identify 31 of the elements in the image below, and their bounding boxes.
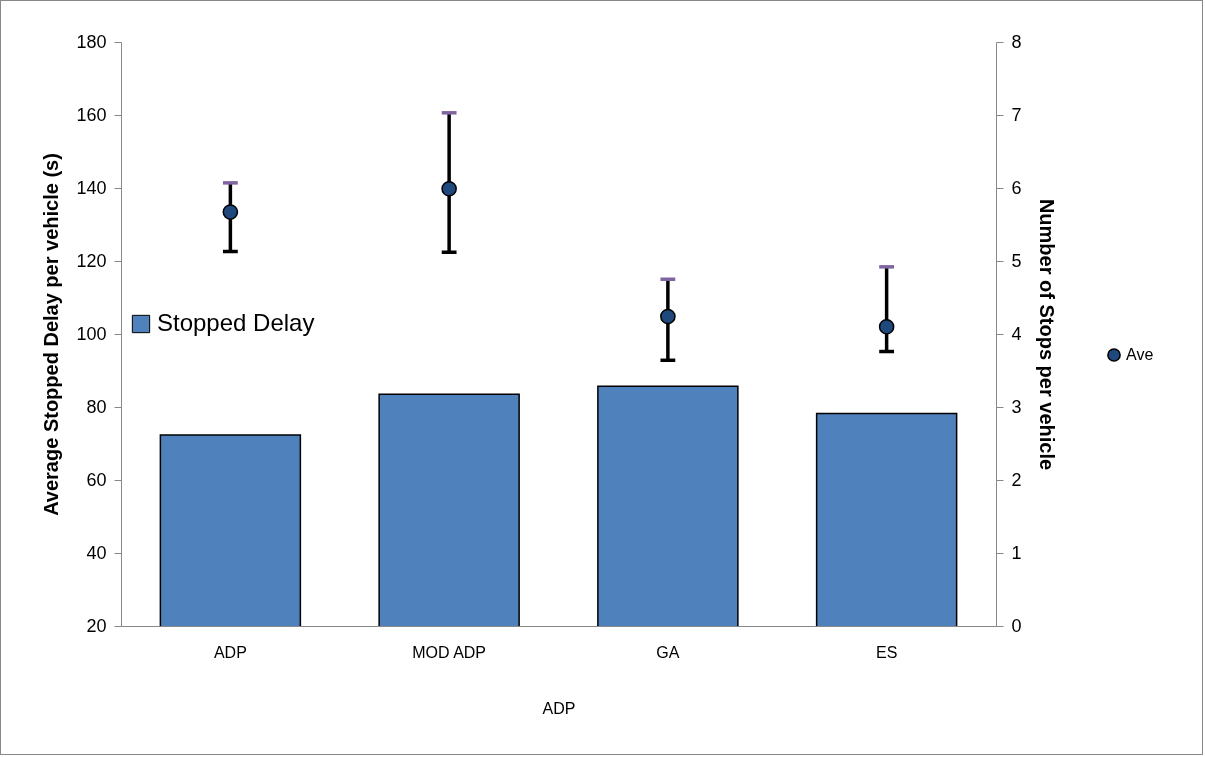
legend-label: Ave — [1126, 346, 1154, 363]
point — [441, 180, 457, 197]
y2-tick-label: 0 — [1011, 615, 1022, 636]
x-tick-label: ES — [875, 643, 898, 661]
y-tick-label: 180 — [76, 31, 107, 52]
point — [660, 308, 676, 325]
y2-tick-label: 1 — [1011, 542, 1022, 563]
x-tick-label: ADP — [213, 643, 247, 661]
y2-tick-label: 3 — [1011, 396, 1022, 417]
x-tick-label: MOD ADP — [412, 643, 487, 661]
y-tick-label: 160 — [76, 104, 107, 125]
y-tick-label: 20 — [86, 615, 107, 636]
y-tick-label: 80 — [86, 396, 107, 417]
y2-tick-label: 6 — [1011, 177, 1022, 198]
y-axis-title: Average Stopped Delay per vehicle (s) — [40, 153, 63, 516]
legend-label: Stopped Delay — [157, 309, 315, 336]
y-tick-label: 100 — [76, 323, 107, 344]
y-tick-label: 60 — [86, 469, 107, 490]
point — [222, 204, 239, 220]
y2-axis-title: Number of Stops per vehicle — [1035, 198, 1058, 471]
y2-tick-label: 4 — [1011, 323, 1022, 344]
x-axis-title: ADP — [542, 699, 576, 717]
x-tick-label: GA — [656, 643, 680, 661]
y2-tick-label: 7 — [1011, 104, 1022, 125]
y2-tick-label: 2 — [1011, 469, 1022, 490]
y-tick-label: 40 — [86, 542, 107, 563]
y-tick-label: 120 — [76, 250, 107, 271]
point — [878, 318, 895, 335]
y2-tick-label: 5 — [1011, 250, 1022, 271]
y2-tick-label: 8 — [1011, 31, 1022, 52]
y-tick-label: 140 — [76, 177, 107, 198]
